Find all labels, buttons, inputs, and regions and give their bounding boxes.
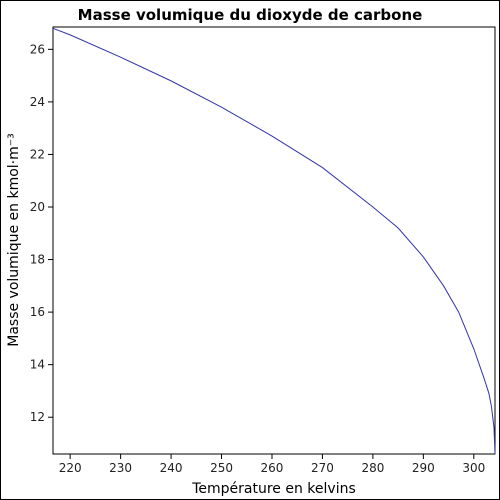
plot-area — [52, 26, 496, 455]
y-axis: 12 14 16 18 20 22 24 26 — [30, 42, 53, 424]
x-tick-label: 230 — [109, 461, 132, 475]
x-tick-label: 300 — [462, 461, 485, 475]
y-tick-label: 26 — [30, 42, 45, 56]
y-tick-label: 18 — [30, 253, 45, 267]
x-tick-label: 290 — [412, 461, 435, 475]
x-tick-label: 280 — [361, 461, 384, 475]
x-tick-label: 260 — [261, 461, 284, 475]
x-tick-label: 220 — [59, 461, 82, 475]
y-tick-label: 22 — [30, 147, 45, 161]
x-axis: 220 230 240 250 260 270 280 290 300 — [59, 454, 485, 475]
y-axis-label: Masse volumique en kmol·m⁻³ — [6, 133, 22, 347]
y-tick-label: 20 — [30, 200, 45, 214]
x-tick-label: 270 — [311, 461, 334, 475]
x-axis-label: Température en kelvins — [191, 481, 356, 497]
y-tick-label: 16 — [30, 305, 45, 319]
x-tick-label: 240 — [160, 461, 183, 475]
y-tick-label: 24 — [30, 95, 45, 109]
series-line — [52, 27, 496, 455]
x-tick-label: 250 — [210, 461, 233, 475]
chart-title: Masse volumique du dioxyde de carbone — [78, 6, 423, 24]
y-tick-label: 14 — [30, 358, 45, 372]
y-tick-label: 12 — [30, 410, 45, 424]
